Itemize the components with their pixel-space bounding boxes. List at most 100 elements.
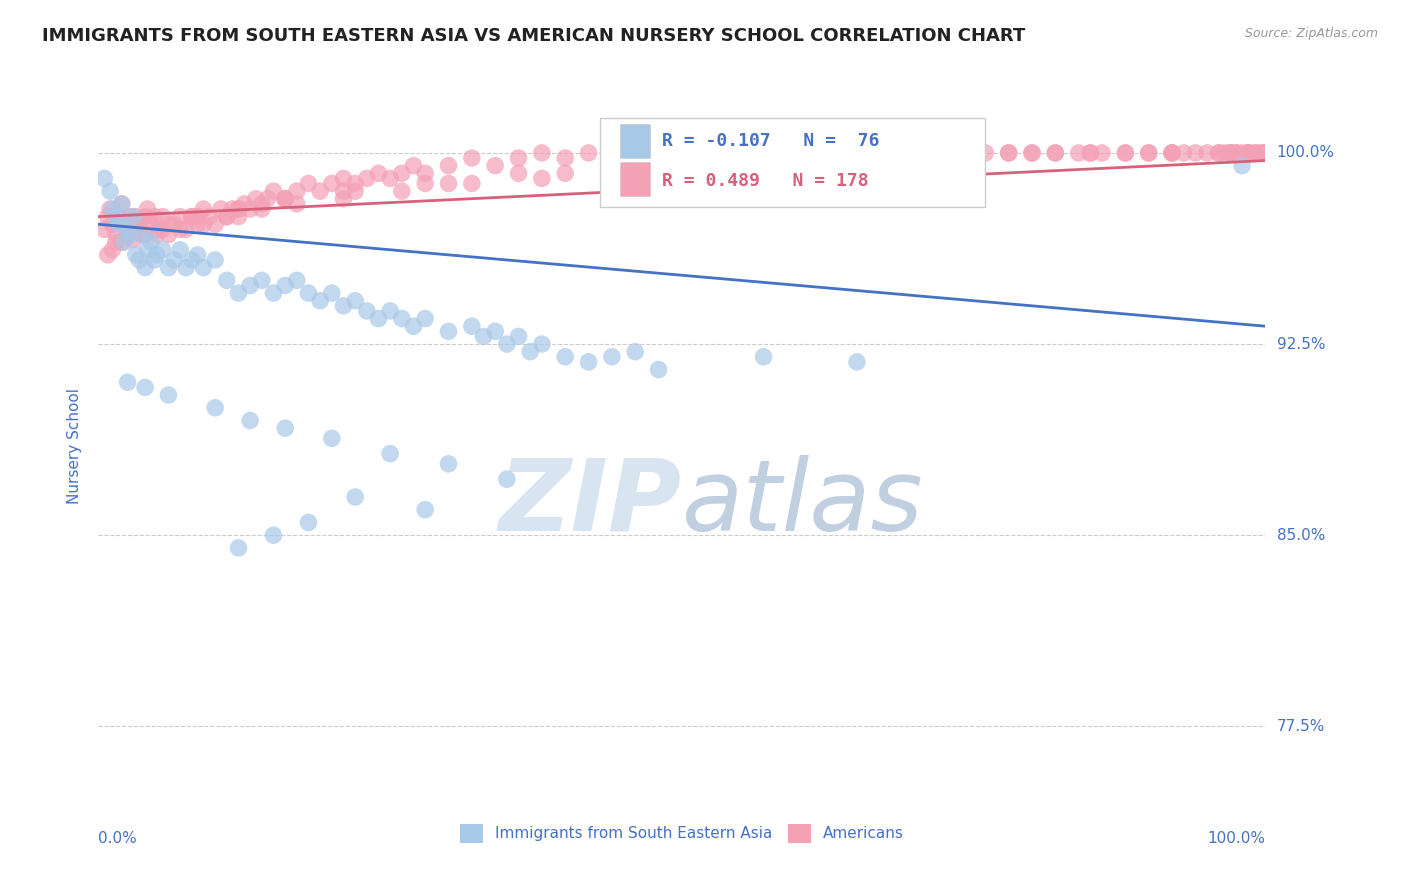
Point — [1195, 145, 1218, 160]
Point — [997, 145, 1019, 160]
Point — [111, 197, 134, 211]
Point — [134, 260, 156, 275]
Point — [356, 171, 378, 186]
Point — [554, 166, 576, 180]
Legend: Immigrants from South Eastern Asia, Americans: Immigrants from South Eastern Asia, Amer… — [454, 818, 910, 848]
Bar — [620, 124, 651, 159]
Point — [530, 171, 553, 186]
Point — [93, 171, 115, 186]
Point — [146, 227, 169, 242]
Point — [332, 184, 354, 198]
Text: 92.5%: 92.5% — [1277, 336, 1324, 351]
Point — [104, 227, 127, 242]
Text: 100.0%: 100.0% — [1277, 145, 1334, 161]
Point — [811, 145, 834, 160]
Point — [530, 337, 553, 351]
Point — [1225, 145, 1247, 160]
Point — [146, 248, 169, 262]
Point — [297, 177, 319, 191]
Point — [169, 222, 191, 236]
Text: R = -0.107   N =  76: R = -0.107 N = 76 — [662, 132, 880, 150]
Point — [578, 355, 600, 369]
Point — [101, 243, 124, 257]
Point — [97, 210, 120, 224]
Point — [1249, 145, 1271, 160]
Point — [117, 227, 139, 242]
Point — [1184, 145, 1206, 160]
Point — [1137, 145, 1160, 160]
Point — [834, 145, 856, 160]
Point — [858, 145, 880, 160]
Point — [554, 151, 576, 165]
Point — [108, 210, 131, 224]
Point — [846, 151, 869, 165]
Point — [344, 293, 367, 308]
Point — [530, 145, 553, 160]
Point — [496, 472, 519, 486]
Point — [928, 145, 950, 160]
Point — [274, 192, 297, 206]
Text: R = 0.489   N = 178: R = 0.489 N = 178 — [662, 171, 869, 189]
Point — [309, 293, 332, 308]
Point — [413, 311, 436, 326]
Point — [215, 210, 238, 224]
Point — [1045, 145, 1067, 160]
Point — [367, 166, 389, 180]
Point — [120, 210, 142, 224]
Point — [437, 177, 460, 191]
Point — [297, 516, 319, 530]
Point — [239, 278, 262, 293]
Point — [846, 151, 869, 165]
Point — [1208, 145, 1230, 160]
Point — [484, 159, 506, 173]
Point — [997, 145, 1019, 160]
Point — [437, 159, 460, 173]
Point — [811, 148, 834, 162]
Point — [402, 319, 425, 334]
Point — [163, 217, 186, 231]
Point — [152, 243, 174, 257]
Point — [437, 457, 460, 471]
FancyBboxPatch shape — [600, 118, 986, 207]
Point — [101, 202, 124, 216]
Point — [1173, 145, 1195, 160]
Point — [132, 227, 155, 242]
Point — [647, 145, 669, 160]
Point — [101, 217, 124, 231]
Text: 100.0%: 100.0% — [1208, 830, 1265, 846]
Point — [256, 192, 278, 206]
Point — [880, 148, 903, 162]
Point — [787, 151, 810, 165]
Point — [1219, 145, 1241, 160]
Point — [134, 227, 156, 242]
Point — [1021, 145, 1043, 160]
Point — [624, 145, 647, 160]
Point — [554, 350, 576, 364]
Point — [1161, 145, 1184, 160]
Point — [928, 145, 950, 160]
Point — [239, 202, 262, 216]
Point — [461, 319, 484, 334]
Point — [671, 145, 693, 160]
Point — [285, 184, 308, 198]
Point — [332, 299, 354, 313]
Point — [1244, 145, 1267, 160]
Point — [519, 344, 541, 359]
Point — [752, 350, 775, 364]
Point — [695, 145, 717, 160]
Point — [228, 202, 250, 216]
Point — [413, 177, 436, 191]
Point — [157, 227, 180, 242]
Point — [763, 145, 786, 160]
Point — [169, 243, 191, 257]
Point — [962, 145, 984, 160]
Point — [1225, 145, 1247, 160]
Point — [1230, 145, 1253, 160]
Point — [578, 145, 600, 160]
Point — [752, 153, 775, 168]
Point — [904, 145, 927, 160]
Point — [93, 222, 115, 236]
Point — [332, 192, 354, 206]
Point — [122, 210, 145, 224]
Point — [437, 324, 460, 338]
